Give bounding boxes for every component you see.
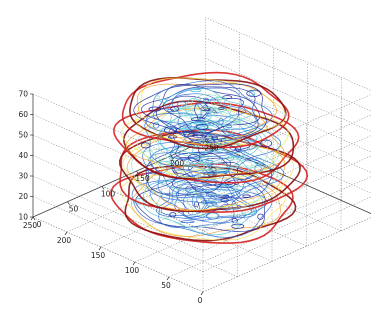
contour-blob [170, 213, 176, 217]
y-tick [65, 232, 67, 235]
y-tick [133, 262, 135, 265]
x-tick-label: 200 [170, 159, 185, 168]
grid-line [203, 216, 371, 293]
y-tick-label: 100 [125, 266, 140, 275]
z-tick-label: 70 [18, 90, 28, 99]
grid-line [203, 216, 371, 293]
x-tick-label: 0 [37, 220, 42, 229]
x-tick-label: 150 [135, 174, 150, 183]
x-tick-label: 100 [101, 189, 116, 198]
z-tick-label: 30 [18, 172, 28, 181]
z-tick-label: 50 [18, 131, 28, 140]
z-tick-label: 20 [18, 192, 28, 201]
z-tick-label: 60 [18, 110, 28, 119]
y-tick-label: 200 [57, 236, 72, 245]
y-tick-label: 250 [23, 221, 38, 230]
contour-blob [207, 213, 219, 219]
y-tick-label: 50 [161, 281, 171, 290]
y-tick [31, 217, 33, 220]
contour-blob [191, 90, 201, 92]
contour-blob [155, 96, 160, 99]
x-tick-label: 250 [204, 144, 219, 153]
y-tick-label: 0 [198, 296, 203, 305]
y-tick-label: 150 [91, 251, 106, 260]
z-tick-label: 40 [18, 151, 28, 160]
contour-blob [181, 221, 195, 223]
contour-blob [243, 195, 251, 197]
contour-slices [111, 73, 307, 244]
x-tick-label: 50 [69, 205, 79, 214]
y-tick [99, 247, 101, 250]
y-tick [201, 292, 203, 295]
y-tick [167, 277, 169, 280]
